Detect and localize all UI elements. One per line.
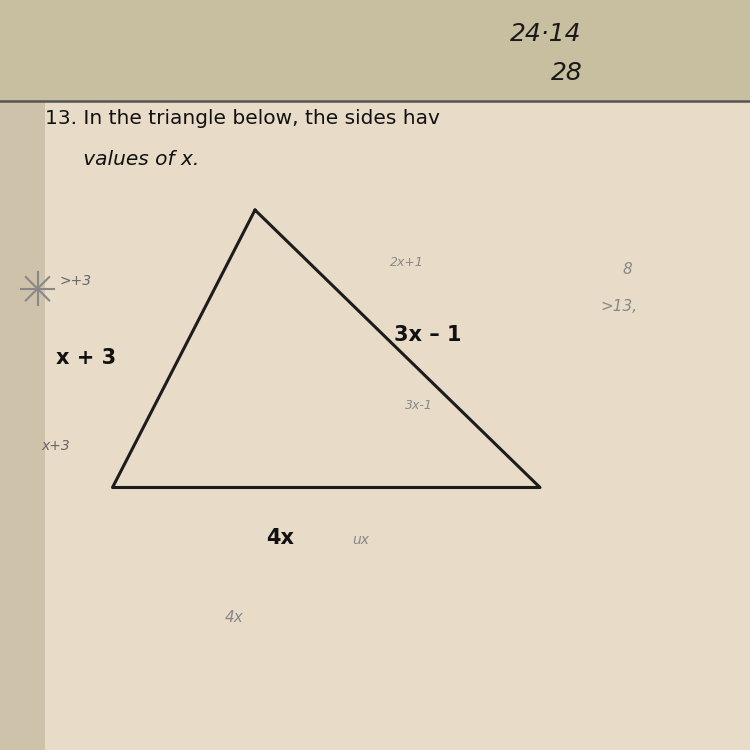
Text: ux: ux xyxy=(352,532,370,547)
Bar xyxy=(0,0,750,101)
Text: 28: 28 xyxy=(551,62,583,86)
Bar xyxy=(0,0,45,750)
Text: 2x+1: 2x+1 xyxy=(390,256,424,269)
Text: 24·14: 24·14 xyxy=(510,22,581,46)
Text: 4x: 4x xyxy=(266,528,294,548)
Text: >13,: >13, xyxy=(600,299,637,314)
Text: >+3: >+3 xyxy=(60,274,92,288)
Text: 3x – 1: 3x – 1 xyxy=(394,326,461,345)
Text: values of x.: values of x. xyxy=(45,150,200,169)
Text: x + 3: x + 3 xyxy=(56,348,116,368)
Text: 8: 8 xyxy=(622,262,632,277)
Text: 4x: 4x xyxy=(225,610,244,626)
Text: 3x-1: 3x-1 xyxy=(405,399,433,412)
Text: x+3: x+3 xyxy=(41,439,70,453)
Text: 13. In the triangle below, the sides hav: 13. In the triangle below, the sides hav xyxy=(45,109,440,128)
